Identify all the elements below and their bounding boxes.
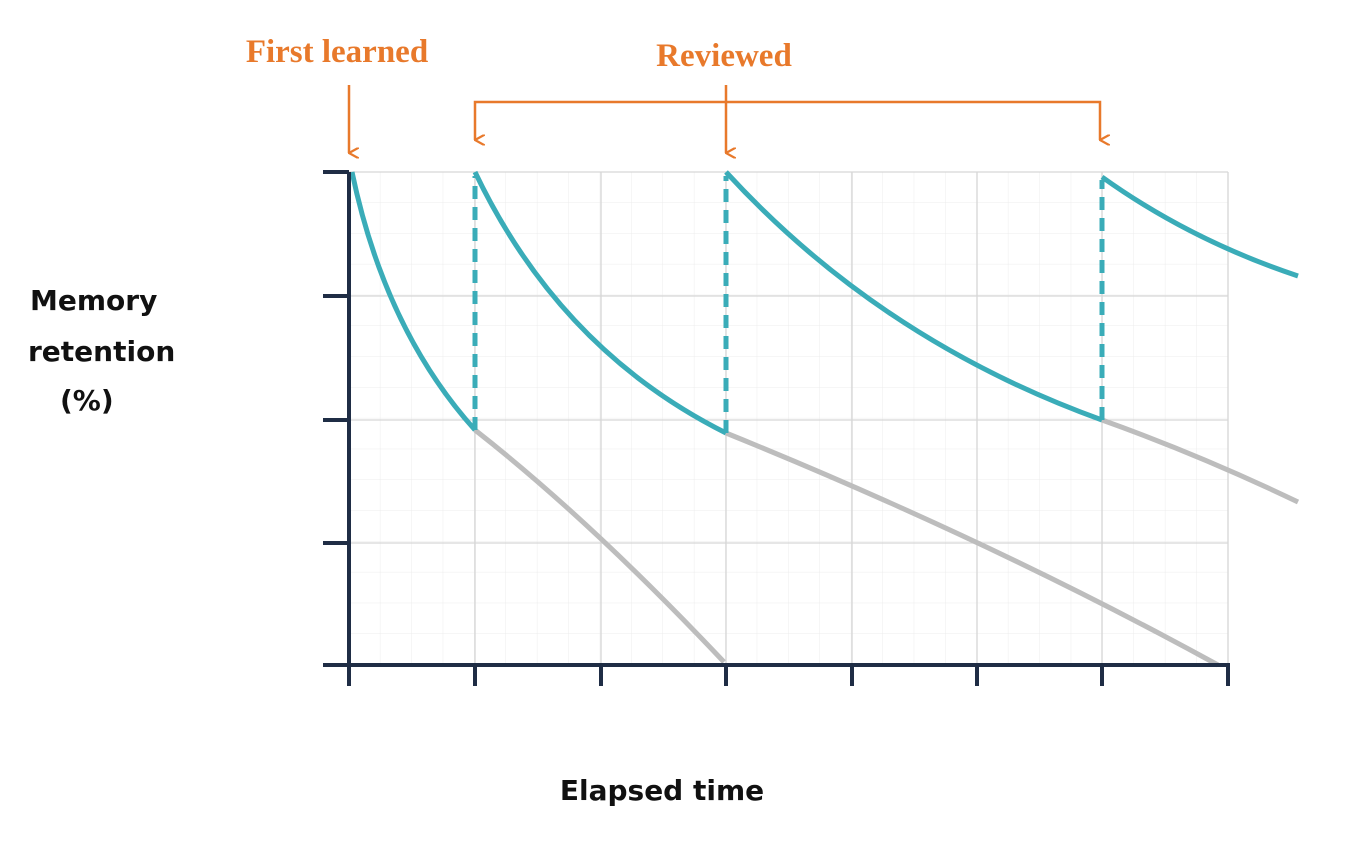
forgetting-curves xyxy=(473,417,1300,668)
first-learned-label: First learned xyxy=(246,34,428,70)
x-axis-label: Elapsed time xyxy=(560,774,764,807)
review-jumps xyxy=(472,176,1105,433)
y-axis-label: Memory xyxy=(30,284,157,317)
retention-curves xyxy=(349,170,1299,436)
y-axis-label: retention xyxy=(28,335,175,368)
y-axis-label: (%) xyxy=(60,384,114,417)
arrows xyxy=(347,85,1100,153)
axes xyxy=(323,170,1230,686)
grid xyxy=(349,172,1228,665)
reviewed-label: Reviewed xyxy=(656,38,792,74)
